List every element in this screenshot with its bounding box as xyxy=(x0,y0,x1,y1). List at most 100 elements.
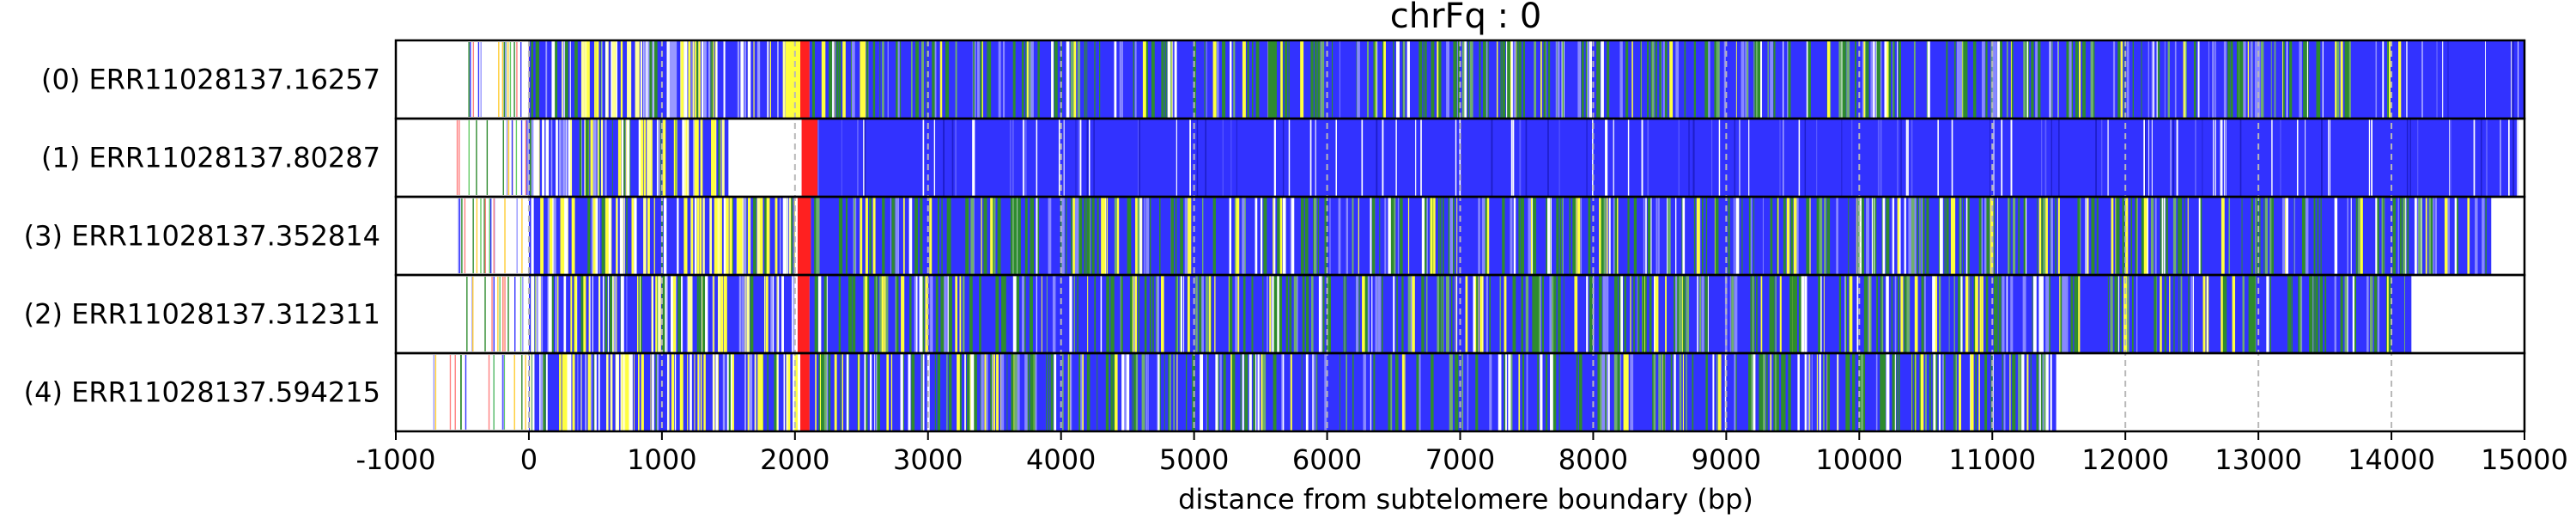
feature-mark xyxy=(1193,41,1197,118)
feature-mark xyxy=(531,41,534,118)
feature-mark xyxy=(1315,354,1317,430)
feature-mark xyxy=(2173,276,2175,352)
feature-mark xyxy=(626,276,628,352)
feature-mark xyxy=(1280,41,1283,118)
feature-mark xyxy=(896,41,898,118)
feature-mark xyxy=(823,276,827,352)
feature-mark xyxy=(594,354,597,430)
feature-mark xyxy=(2123,276,2126,352)
feature-mark xyxy=(2042,354,2044,430)
feature-mark xyxy=(2208,41,2209,118)
feature-mark xyxy=(601,41,603,118)
feature-mark xyxy=(620,276,624,352)
feature-mark xyxy=(1714,41,1717,118)
feature-mark xyxy=(605,276,608,352)
feature-mark xyxy=(2010,276,2014,352)
feature-mark xyxy=(531,276,535,352)
feature-mark xyxy=(580,41,584,118)
feature-mark xyxy=(948,354,952,430)
feature-mark xyxy=(2023,41,2026,118)
feature-mark xyxy=(1216,41,1219,118)
feature-mark xyxy=(1502,198,1504,274)
feature-mark xyxy=(1157,354,1160,430)
feature-mark xyxy=(1975,354,1977,430)
feature-mark xyxy=(1016,354,1020,430)
feature-mark xyxy=(939,41,943,118)
feature-mark xyxy=(2038,198,2042,274)
feature-mark xyxy=(1978,198,1982,274)
feature-mark xyxy=(1911,354,1913,430)
feature-mark xyxy=(2221,198,2225,274)
pre-boundary-mark xyxy=(472,198,474,273)
feature-mark xyxy=(2517,119,2518,196)
pre-boundary-mark xyxy=(522,277,524,351)
feature-mark xyxy=(1857,198,1861,274)
feature-mark xyxy=(673,41,677,118)
feature-mark xyxy=(2009,354,2011,430)
feature-mark xyxy=(2366,276,2369,352)
feature-mark xyxy=(1233,41,1236,118)
feature-mark xyxy=(1157,276,1159,352)
feature-mark xyxy=(643,41,645,118)
feature-mark xyxy=(1344,276,1346,352)
feature-mark xyxy=(1804,119,1807,196)
feature-mark xyxy=(1161,276,1164,352)
feature-mark xyxy=(2174,41,2177,118)
feature-mark xyxy=(683,119,687,196)
feature-mark xyxy=(1464,41,1467,118)
feature-mark xyxy=(1321,276,1323,352)
feature-mark xyxy=(1089,119,1091,196)
feature-mark xyxy=(1816,119,1818,196)
feature-mark xyxy=(587,198,591,274)
feature-mark xyxy=(1920,354,1924,430)
pre-boundary-mark xyxy=(483,198,485,273)
feature-mark xyxy=(834,354,837,430)
feature-mark xyxy=(2085,198,2089,274)
feature-mark xyxy=(2050,119,2052,196)
feature-mark xyxy=(2296,119,2299,196)
feature-mark xyxy=(1510,41,1512,118)
feature-mark xyxy=(1430,198,1433,274)
segment-base xyxy=(809,276,2412,352)
feature-mark xyxy=(991,354,993,430)
feature-mark xyxy=(1058,119,1060,196)
pre-boundary-mark xyxy=(486,120,489,195)
feature-mark xyxy=(1894,276,1897,352)
feature-mark xyxy=(2026,354,2029,430)
feature-mark xyxy=(2221,119,2222,196)
feature-mark xyxy=(1619,276,1621,352)
pre-boundary-mark xyxy=(461,198,463,273)
feature-mark xyxy=(629,41,632,118)
feature-mark xyxy=(694,354,696,430)
feature-mark xyxy=(754,354,756,430)
feature-mark xyxy=(829,41,833,118)
feature-mark xyxy=(1346,354,1347,430)
feature-mark xyxy=(1748,198,1752,274)
feature-mark xyxy=(1048,354,1050,430)
feature-mark xyxy=(1068,41,1070,118)
feature-mark xyxy=(1024,119,1026,196)
feature-mark xyxy=(1000,354,1005,430)
feature-mark xyxy=(980,41,982,118)
read-row: (4) ERR11028137.594215 xyxy=(24,354,2057,430)
feature-mark xyxy=(941,198,943,274)
feature-mark xyxy=(2281,198,2286,274)
feature-mark xyxy=(1244,354,1249,430)
feature-mark xyxy=(1863,276,1866,352)
feature-mark xyxy=(1929,354,1931,430)
feature-mark xyxy=(1016,276,1020,352)
feature-mark xyxy=(1522,41,1525,118)
feature-mark xyxy=(1114,41,1117,118)
feature-mark xyxy=(2250,41,2253,118)
feature-mark xyxy=(955,276,958,352)
feature-mark xyxy=(2193,41,2196,118)
feature-mark xyxy=(1215,354,1218,430)
feature-mark xyxy=(2008,198,2010,274)
feature-mark xyxy=(1771,276,1775,352)
feature-mark xyxy=(2299,41,2302,118)
feature-mark xyxy=(2442,41,2444,118)
feature-mark xyxy=(1054,41,1058,118)
feature-mark xyxy=(2101,119,2103,196)
feature-mark xyxy=(2010,119,2013,196)
feature-mark xyxy=(1601,198,1604,274)
